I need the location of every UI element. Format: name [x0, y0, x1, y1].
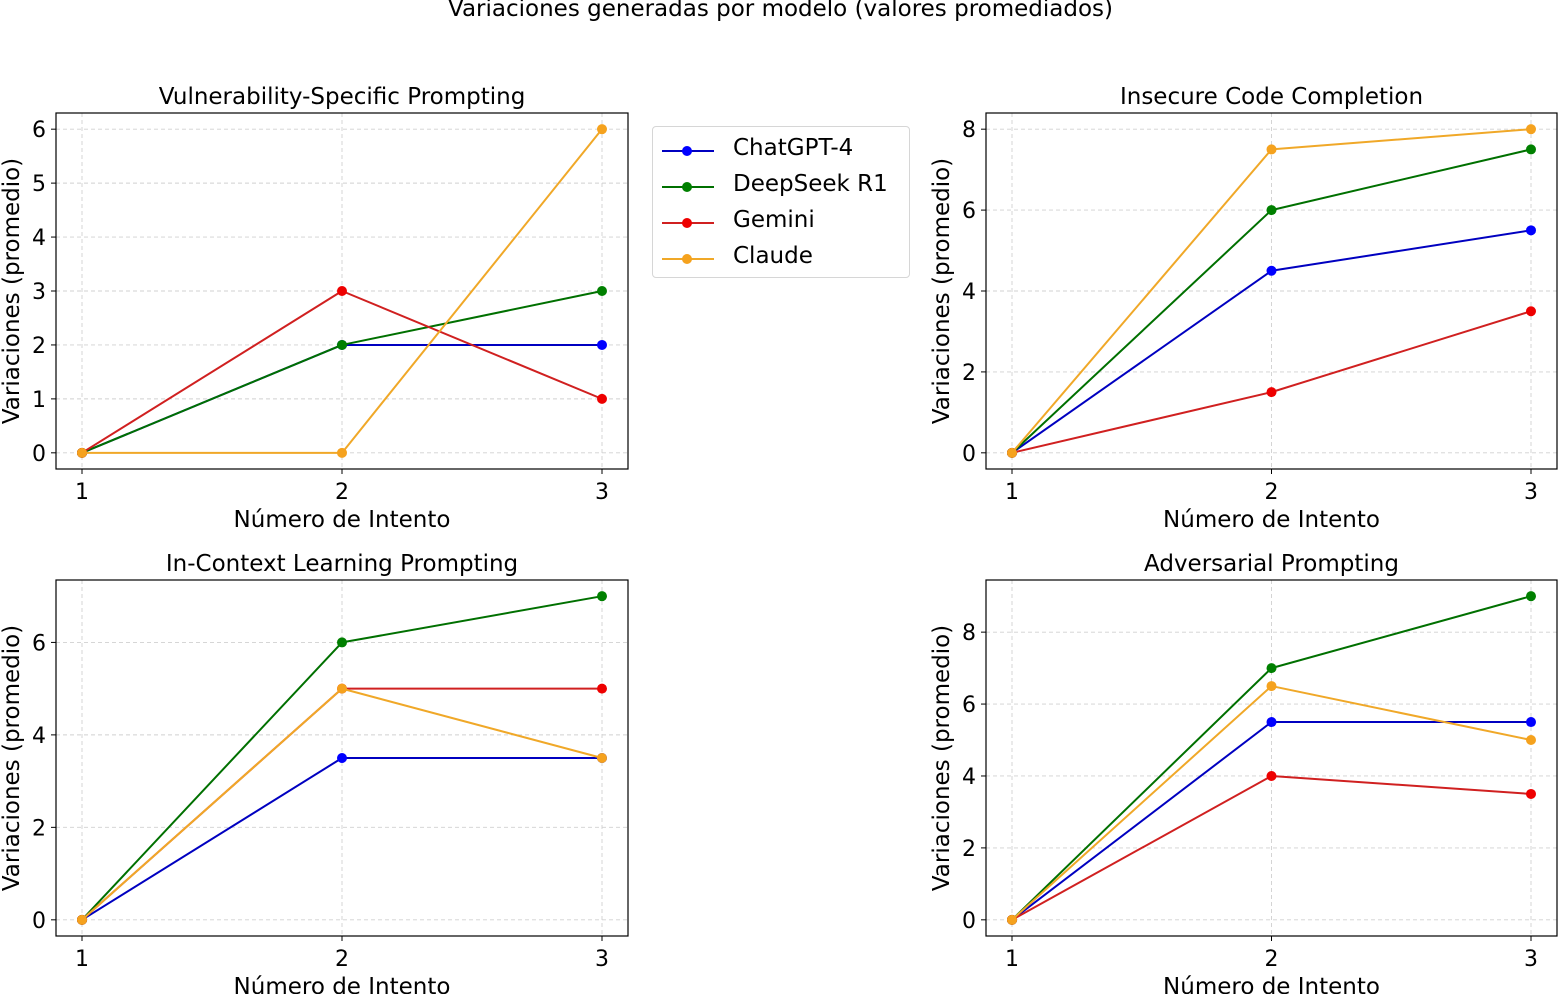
x-tick-label: 1 [75, 480, 89, 505]
x-tick-label: 1 [1005, 480, 1019, 505]
x-tick-label: 2 [335, 480, 349, 505]
data-point-deepseek-r1 [597, 591, 607, 602]
data-point-claude [1266, 144, 1277, 155]
data-point-claude [1007, 447, 1017, 458]
subplot-title: In-Context Learning Prompting [166, 551, 518, 577]
data-point-deepseek-r1 [337, 339, 347, 350]
y-tick-label: 8 [962, 621, 976, 646]
x-tick-label: 2 [335, 947, 349, 972]
data-point-claude [1526, 735, 1536, 746]
y-axis-label: Variaciones (promedio) [929, 158, 955, 424]
legend-item-chatgpt-4: ChatGPT-4 [653, 132, 909, 162]
legend: ChatGPT-4 DeepSeek R1 Gemini Claude [652, 126, 910, 278]
legend-item-gemini: Gemini [653, 204, 909, 234]
x-axis-label: Número de Intento [1163, 974, 1380, 994]
data-point-chatgpt-4 [1266, 717, 1277, 728]
x-tick-label: 3 [595, 947, 609, 972]
subplot-title: Vulnerability-Specific Prompting [159, 84, 526, 110]
legend-item-claude: Claude [653, 240, 909, 270]
x-tick-label: 3 [1524, 480, 1538, 505]
y-tick-label: 6 [32, 631, 46, 656]
y-tick-label: 4 [32, 724, 46, 749]
legend-marker-icon [682, 146, 692, 156]
x-axis-label: Número de Intento [234, 974, 451, 994]
x-axis-label: Número de Intento [234, 507, 451, 533]
legend-label: Gemini [733, 207, 815, 233]
data-point-deepseek-r1 [1266, 205, 1277, 216]
y-tick-label: 4 [962, 280, 976, 305]
y-tick-label: 0 [962, 442, 976, 467]
data-point-claude [337, 447, 347, 458]
y-axis-label: Variaciones (promedio) [0, 625, 25, 891]
x-tick-label: 1 [75, 947, 89, 972]
y-tick-label: 8 [962, 118, 976, 143]
y-tick-label: 6 [962, 693, 976, 718]
data-point-deepseek-r1 [337, 637, 347, 648]
y-tick-label: 4 [962, 765, 976, 790]
data-point-chatgpt-4 [337, 753, 347, 763]
x-tick-label: 1 [1005, 947, 1019, 972]
y-tick-label: 6 [32, 118, 46, 143]
legend-label: ChatGPT-4 [733, 135, 854, 161]
data-point-gemini [1266, 387, 1277, 398]
data-point-claude [1526, 124, 1536, 135]
data-point-gemini [337, 286, 347, 296]
x-tick-label: 2 [1265, 947, 1279, 972]
data-point-gemini [1266, 770, 1277, 781]
legend-label: DeepSeek R1 [733, 171, 888, 197]
data-point-deepseek-r1 [597, 286, 607, 296]
figure-title: Variaciones generadas por modelo (valore… [448, 0, 1113, 22]
data-point-claude [337, 683, 347, 694]
y-axis-label: Variaciones (promedio) [929, 625, 955, 891]
data-point-claude [597, 124, 607, 135]
y-tick-label: 2 [32, 334, 46, 359]
y-tick-label: 2 [962, 361, 976, 386]
legend-marker-icon [682, 218, 692, 228]
data-point-gemini [597, 393, 607, 404]
legend-marker-icon [682, 254, 692, 264]
data-point-claude [77, 447, 87, 458]
data-point-chatgpt-4 [1266, 265, 1277, 276]
subplot-title: Adversarial Prompting [1144, 551, 1399, 577]
y-tick-label: 2 [32, 816, 46, 841]
data-point-chatgpt-4 [1526, 717, 1536, 728]
y-tick-label: 4 [32, 226, 46, 251]
y-axis-label: Variaciones (promedio) [0, 158, 25, 424]
x-tick-label: 3 [595, 480, 609, 505]
data-point-chatgpt-4 [1526, 225, 1536, 236]
data-point-claude [77, 914, 87, 925]
data-point-deepseek-r1 [1526, 144, 1536, 155]
x-tick-label: 3 [1524, 947, 1538, 972]
data-point-gemini [1526, 306, 1536, 317]
data-point-deepseek-r1 [1266, 663, 1277, 674]
y-tick-label: 3 [32, 280, 46, 305]
data-point-claude [597, 753, 607, 763]
y-tick-label: 0 [32, 909, 46, 934]
data-point-gemini [1526, 788, 1536, 799]
y-tick-label: 1 [32, 388, 46, 413]
legend-marker-icon [682, 182, 692, 192]
data-point-chatgpt-4 [597, 339, 607, 350]
data-point-deepseek-r1 [1526, 591, 1536, 602]
y-tick-label: 0 [962, 909, 976, 934]
subplot-title: Insecure Code Completion [1120, 84, 1423, 110]
x-axis-label: Número de Intento [1163, 507, 1380, 533]
legend-label: Claude [733, 243, 813, 269]
data-point-claude [1266, 681, 1277, 692]
x-tick-label: 2 [1265, 480, 1279, 505]
y-tick-label: 0 [32, 442, 46, 467]
data-point-gemini [597, 683, 607, 694]
data-point-claude [1007, 914, 1017, 925]
y-tick-label: 2 [962, 837, 976, 862]
legend-item-deepseek-r1: DeepSeek R1 [653, 168, 909, 198]
y-tick-label: 6 [962, 199, 976, 224]
y-tick-label: 5 [32, 172, 46, 197]
